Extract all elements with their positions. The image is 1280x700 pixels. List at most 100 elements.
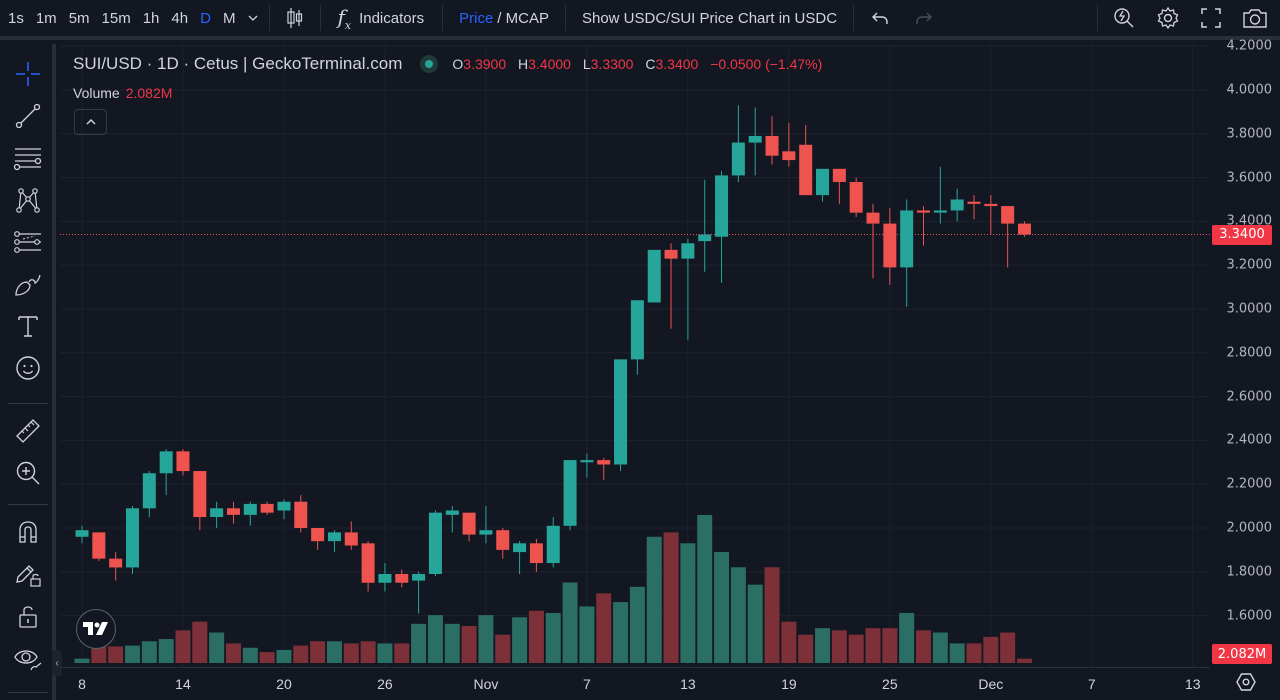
candle-body[interactable] (799, 144, 813, 196)
measure-tool[interactable] (10, 413, 46, 449)
candle-body[interactable] (563, 460, 577, 526)
candle-body[interactable] (378, 573, 392, 583)
candle-body[interactable] (260, 503, 274, 513)
candle-body[interactable] (226, 508, 240, 515)
redo-button[interactable] (902, 0, 946, 36)
lock-drawings-tool[interactable] (10, 556, 46, 592)
candle-body[interactable] (75, 530, 89, 537)
undo-button[interactable] (858, 0, 902, 36)
candle-body[interactable] (395, 573, 409, 583)
candle-body[interactable] (462, 512, 476, 535)
candle-body[interactable] (580, 460, 594, 463)
candle-body[interactable] (479, 530, 493, 535)
zoom-in-tool[interactable] (10, 455, 46, 491)
chart-pane[interactable] (60, 44, 1210, 667)
settings-button[interactable] (1146, 0, 1190, 36)
candle-body[interactable] (698, 234, 712, 242)
candle-body[interactable] (715, 175, 729, 237)
candle-body[interactable] (159, 451, 173, 474)
magnet-tool[interactable] (10, 514, 46, 550)
candle-body[interactable] (984, 203, 998, 207)
candle-body[interactable] (681, 243, 695, 259)
candle-body[interactable] (917, 210, 930, 213)
horizontal-lines-tool[interactable] (10, 140, 46, 176)
candle-body[interactable] (142, 473, 156, 509)
candle-body[interactable] (294, 501, 308, 528)
chart-settings-button[interactable] (1234, 670, 1258, 694)
text-tool[interactable] (10, 308, 46, 344)
interval-1s[interactable]: 1s (8, 9, 24, 27)
interval-4h[interactable]: 4h (171, 9, 189, 27)
candle-body[interactable] (597, 460, 611, 465)
mcap-option[interactable]: / MCAP (497, 9, 549, 27)
brush-tool[interactable] (10, 266, 46, 302)
candle-body[interactable] (344, 532, 358, 546)
candle-body[interactable] (428, 512, 442, 574)
candle-body[interactable] (277, 501, 291, 511)
candle-body[interactable] (327, 532, 341, 542)
candle-body[interactable] (933, 210, 947, 213)
candle-body[interactable] (361, 543, 375, 583)
candle-body[interactable] (782, 151, 796, 161)
candle-body[interactable] (311, 528, 325, 542)
candle-body[interactable] (109, 558, 123, 568)
interval-15m[interactable]: 15m (101, 9, 131, 27)
chart-type-button[interactable] (274, 0, 316, 36)
screenshot-button[interactable] (1232, 0, 1280, 36)
quick-search-button[interactable] (1102, 0, 1146, 36)
candle-body[interactable] (967, 201, 981, 204)
indicators-button[interactable]: fx Indicators (325, 0, 438, 36)
emoji-tool[interactable] (10, 350, 46, 386)
candle-body[interactable] (412, 573, 426, 581)
fullscreen-button[interactable] (1190, 0, 1232, 36)
time-axis[interactable]: 8 14 20 26 Nov 7 13 19 25 Dec 7 13 (60, 667, 1210, 700)
candle-body[interactable] (243, 503, 257, 515)
candle-body[interactable] (1001, 206, 1015, 224)
interval-1h[interactable]: 1h (142, 9, 160, 27)
volume-label[interactable]: Volume (73, 85, 120, 101)
candle-body[interactable] (546, 525, 560, 564)
candle-body[interactable] (193, 471, 207, 518)
candle-body[interactable] (883, 223, 897, 268)
hide-drawings-tool[interactable] (10, 640, 46, 676)
interval-5m[interactable]: 5m (68, 9, 90, 27)
candle-body[interactable] (176, 451, 190, 472)
candle-body[interactable] (614, 359, 628, 465)
candle-body[interactable] (1017, 223, 1031, 235)
price-mcap-toggle[interactable]: Price / MCAP (447, 0, 561, 36)
price-axis[interactable]: 4.2000 4.0000 3.8000 3.6000 3.4000 3.2000 3.00… (1210, 39, 1280, 667)
candle-body[interactable] (950, 199, 964, 211)
candle-body[interactable] (832, 168, 846, 182)
candle-body[interactable] (748, 135, 762, 143)
candle-body[interactable] (92, 532, 106, 559)
candle-body[interactable] (630, 300, 644, 360)
candle-body[interactable] (125, 508, 139, 568)
candle-body[interactable] (496, 530, 510, 550)
crosshair-tool[interactable] (10, 56, 46, 92)
symbol-title[interactable]: SUI/USD · 1D · Cetus | GeckoTerminal.com (73, 54, 403, 73)
candle-body[interactable] (866, 212, 880, 224)
candle-body[interactable] (816, 168, 830, 196)
collapse-legend-button[interactable] (74, 109, 107, 135)
pattern-tool[interactable] (10, 182, 46, 218)
interval-dropdown-button[interactable] (241, 0, 265, 36)
tradingview-logo[interactable] (76, 609, 116, 649)
candle-body[interactable] (529, 543, 543, 564)
candle-body[interactable] (765, 135, 779, 156)
candle-body[interactable] (210, 508, 224, 518)
candle-body[interactable] (647, 249, 661, 303)
collapse-sidebar-button[interactable]: ‹ (52, 650, 62, 676)
interval-M[interactable]: M (222, 9, 236, 27)
candle-body[interactable] (664, 249, 678, 259)
interval-1m[interactable]: 1m (35, 9, 57, 27)
candle-body[interactable] (731, 142, 745, 176)
prediction-tool[interactable] (10, 224, 46, 260)
candlestick-chart[interactable] (60, 44, 1210, 667)
interval-D[interactable]: D (200, 9, 211, 27)
price-option[interactable]: Price (459, 9, 494, 27)
show-usdc-chart-button[interactable]: Show USDC/SUI Price Chart in USDC (570, 0, 849, 36)
lock-all-tool[interactable] (10, 598, 46, 634)
candle-body[interactable] (513, 543, 527, 553)
candle-body[interactable] (900, 210, 914, 268)
candle-body[interactable] (445, 510, 459, 515)
